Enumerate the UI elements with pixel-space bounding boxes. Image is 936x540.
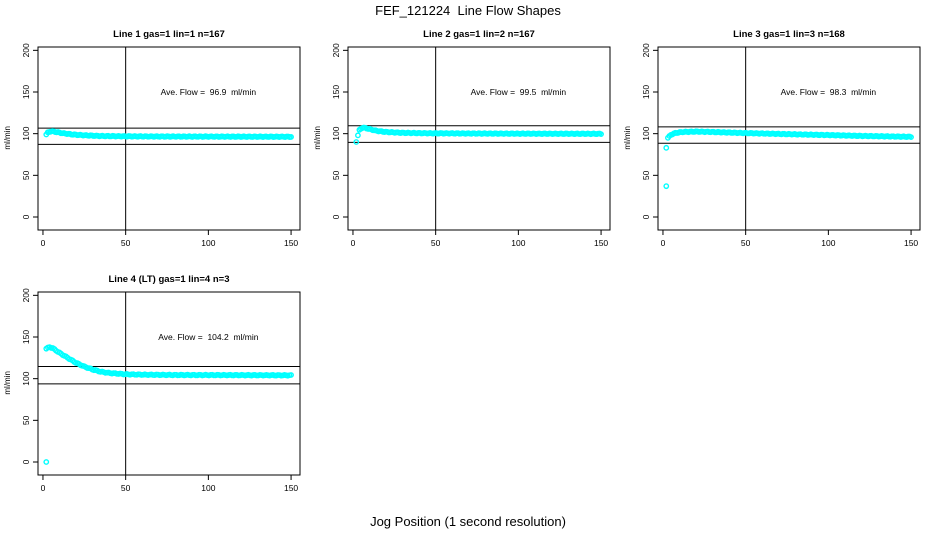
figure-title: FEF_121224 Line Flow Shapes (375, 3, 561, 18)
y-tick-label: 0 (331, 214, 341, 219)
x-tick-label: 100 (201, 238, 215, 248)
y-tick-label: 0 (21, 459, 31, 464)
y-axis-title: ml/min (313, 126, 322, 150)
x-tick-label: 0 (351, 238, 356, 248)
x-tick-label: 100 (201, 483, 215, 493)
y-axis-title: ml/min (3, 126, 12, 150)
y-tick-label: 50 (641, 170, 651, 180)
outlier-point (663, 183, 670, 190)
y-axis: 0 50 100 150 200 (21, 43, 38, 219)
data-points (43, 128, 294, 141)
x-tick-label: 0 (41, 483, 46, 493)
panel-line-3-plot: Line 3 gas=1 lin=3 n=168 0 50 100 150 0 50 100 1… (623, 29, 921, 248)
y-tick-label: 200 (21, 288, 31, 302)
x-tick-label: 150 (904, 238, 918, 248)
y-axis: 0 50 100 150 200 (641, 43, 658, 219)
avg-flow-annotation: Ave. Flow = 104.2 ml/min (158, 332, 259, 342)
y-tick-label: 100 (21, 371, 31, 385)
outlier-point (353, 139, 360, 145)
y-tick-label: 200 (641, 43, 651, 57)
y-tick-label: 50 (21, 415, 31, 425)
data-point (355, 132, 361, 139)
panel-title: Line 1 gas=1 lin=1 n=167 (113, 29, 225, 40)
avg-flow-annotation: Ave. Flow = 98.3 ml/min (781, 87, 877, 97)
x-tick-label: 150 (284, 483, 298, 493)
panel-line-4-plot: Line 4 (LT) gas=1 lin=4 n=3 0 50 100 150 0 50 1… (3, 274, 301, 493)
plot-box (37, 46, 301, 231)
panel-line-1-plot: Line 1 gas=1 lin=1 n=167 0 50 100 150 0 50 100 1… (3, 29, 301, 248)
panel-title: Line 2 gas=1 lin=2 n=167 (423, 29, 535, 40)
y-axis: 0 50 100 150 200 (21, 288, 38, 464)
x-axis: 0 50 100 150 (41, 230, 298, 248)
x-tick-label: 0 (661, 238, 666, 248)
data-points (663, 128, 914, 190)
outlier-point (663, 144, 670, 151)
x-tick-label: 100 (821, 238, 835, 248)
data-point (598, 131, 604, 138)
x-axis: 0 50 100 150 (661, 230, 918, 248)
y-tick-label: 150 (331, 85, 341, 99)
plot-box (347, 46, 611, 231)
x-tick-label: 150 (284, 238, 298, 248)
panel-title: Line 3 gas=1 lin=3 n=168 (733, 29, 845, 40)
y-tick-label: 100 (641, 126, 651, 140)
x-tick-label: 50 (431, 238, 441, 248)
avg-flow-annotation: Ave. Flow = 96.9 ml/min (161, 87, 257, 97)
y-tick-label: 0 (21, 214, 31, 219)
data-point (288, 372, 294, 378)
y-tick-label: 200 (21, 43, 31, 57)
y-tick-label: 200 (331, 43, 341, 57)
y-axis: 0 50 100 150 200 (331, 43, 348, 219)
panel-line-3: Line 3 gas=1 lin=3 n=168 0 50 100 150 0 50 100 1… (620, 18, 936, 266)
y-axis-title: ml/min (3, 371, 12, 395)
data-points (353, 124, 604, 145)
panel-line-2-plot: Line 2 gas=1 lin=2 n=167 0 50 100 150 0 50 100 1… (313, 29, 611, 248)
avg-flow-annotation: Ave. Flow = 99.5 ml/min (471, 87, 567, 97)
data-points (43, 344, 294, 465)
panel-line-2: Line 2 gas=1 lin=2 n=167 0 50 100 150 0 50 100 1… (310, 18, 626, 266)
x-axis-label: Jog Position (1 second resolution) (370, 514, 566, 529)
x-axis: 0 50 100 150 (41, 475, 298, 493)
outlier-point (43, 459, 50, 465)
x-tick-label: 150 (594, 238, 608, 248)
data-point (288, 134, 294, 140)
x-tick-label: 0 (41, 238, 46, 248)
y-tick-label: 100 (331, 126, 341, 140)
data-point (908, 134, 914, 141)
y-tick-label: 50 (331, 170, 341, 180)
x-axis: 0 50 100 150 (351, 230, 608, 248)
y-axis-title: ml/min (623, 126, 632, 150)
y-tick-label: 150 (641, 85, 651, 99)
y-tick-label: 50 (21, 170, 31, 180)
x-tick-label: 100 (511, 238, 525, 248)
y-tick-label: 150 (21, 85, 31, 99)
plot-box (657, 46, 921, 231)
panel-line-4: Line 4 (LT) gas=1 lin=4 n=3 0 50 100 150 0 50 1… (0, 263, 316, 511)
x-tick-label: 50 (741, 238, 751, 248)
x-tick-label: 50 (121, 238, 131, 248)
y-tick-label: 150 (21, 330, 31, 344)
panel-title: Line 4 (LT) gas=1 lin=4 n=3 (109, 274, 230, 285)
x-tick-label: 50 (121, 483, 131, 493)
y-tick-label: 100 (21, 126, 31, 140)
panel-line-1: Line 1 gas=1 lin=1 n=167 0 50 100 150 0 50 100 1… (0, 18, 316, 266)
y-tick-label: 0 (641, 214, 651, 219)
